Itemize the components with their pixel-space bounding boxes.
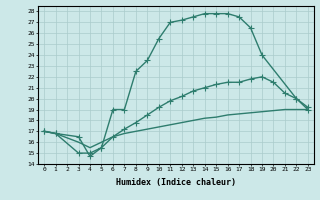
X-axis label: Humidex (Indice chaleur): Humidex (Indice chaleur) — [116, 178, 236, 187]
